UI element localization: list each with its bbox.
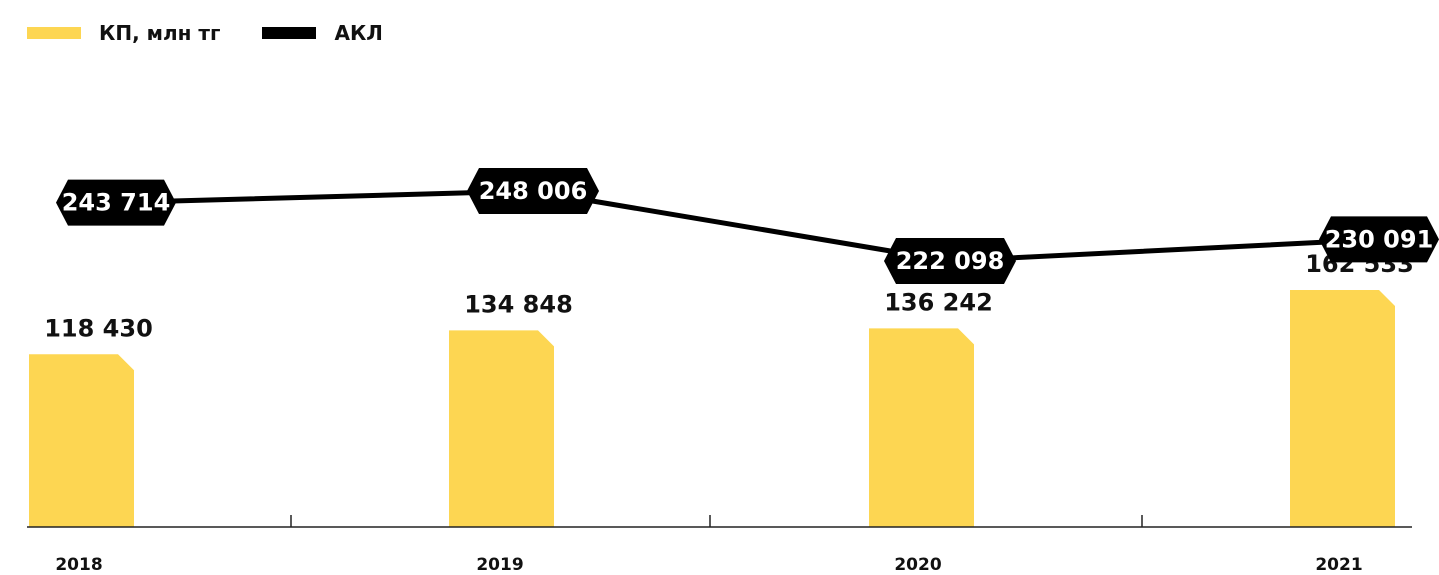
x-tick-label-2020: 2020 <box>894 555 941 575</box>
bar-value-label-2019: 134 848 <box>464 290 573 318</box>
line-value-label-2020: 222 098 <box>896 247 1005 275</box>
bar-value-label-2018: 118 430 <box>44 314 153 342</box>
bar-value-label-2020: 136 242 <box>884 288 993 316</box>
line-path-akl <box>115 188 1380 264</box>
bar-2021 <box>1290 290 1395 527</box>
line-value-label-2019: 248 006 <box>479 177 588 205</box>
legend-label-kp: КП, млн тг <box>99 21 221 45</box>
legend-item-akl: АКЛ <box>262 21 383 45</box>
line-series-akl: 243 714 248 006 222 098 230 091 <box>56 168 1439 284</box>
legend-item-kp: КП, млн тг <box>27 21 220 45</box>
line-marker-2020 <box>884 238 1016 284</box>
chart-legend: КП, млн тг АКЛ <box>27 18 425 48</box>
bar-2020 <box>869 328 974 527</box>
x-tick-label-2018: 2018 <box>55 555 102 575</box>
bar-2018 <box>29 354 134 527</box>
line-marker-2018 <box>56 179 176 226</box>
x-tick-label-2019: 2019 <box>476 555 523 575</box>
line-marker-2019 <box>467 168 599 214</box>
legend-swatch-akl <box>262 27 317 39</box>
legend-swatch-kp <box>27 27 81 39</box>
x-tick-label-2021: 2021 <box>1315 555 1362 575</box>
legend-label-akl: АКЛ <box>334 21 383 45</box>
line-value-label-2021: 230 091 <box>1325 225 1434 253</box>
bar-2019 <box>449 330 554 527</box>
line-marker-2021 <box>1319 216 1439 263</box>
x-axis: 2018 2019 2020 2021 <box>27 515 1412 575</box>
line-value-label-2018: 243 714 <box>62 189 171 217</box>
